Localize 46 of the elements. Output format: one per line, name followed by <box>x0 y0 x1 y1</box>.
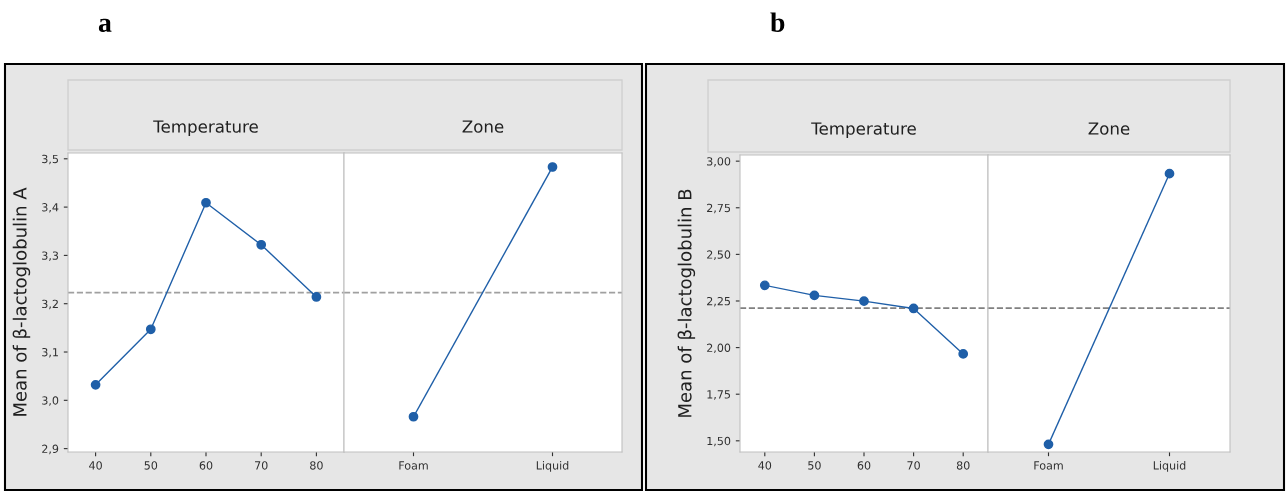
y-tick-label: 3,5 <box>42 154 58 165</box>
x-tick-label: 40 <box>758 461 772 470</box>
y-tick-label: 3,4 <box>42 203 59 213</box>
x-tick-label: 50 <box>144 461 158 470</box>
chart-subtitle: Temperature <box>153 120 258 137</box>
chart-subtitle: Zone <box>1088 122 1130 135</box>
y-tick-label: 2,9 <box>42 444 59 455</box>
x-tick-label: Liquid <box>1153 461 1186 472</box>
y-tick-label: 3,1 <box>42 347 58 358</box>
point <box>759 280 770 291</box>
point <box>809 290 820 301</box>
y-tick-label: 2,25 <box>707 296 730 307</box>
point <box>256 239 267 250</box>
y-axis-title: Mean of β-lactoglobulin A <box>12 187 31 416</box>
point <box>201 197 211 208</box>
x-tick-label: Liquid <box>536 461 569 472</box>
y-axis-title: Mean of β-lactoglobulin B <box>677 189 696 417</box>
x-tick-label: 60 <box>857 461 871 470</box>
point <box>90 379 101 390</box>
y-tick-label: 2,50 <box>707 250 731 260</box>
y-tick-label: 2,75 <box>707 203 730 214</box>
x-tick-label: 70 <box>255 461 268 470</box>
chart-title: a <box>98 18 112 32</box>
point <box>908 303 919 314</box>
point <box>859 296 869 307</box>
y-tick-label: 3,2 <box>42 299 58 310</box>
y-tick-label: 3,3 <box>42 251 59 261</box>
y-tick-label: 3,00 <box>707 157 731 167</box>
x-tick-label: Foam <box>399 461 428 470</box>
chart-subtitle: Temperature <box>811 122 916 139</box>
x-tick-label: 60 <box>199 461 213 470</box>
x-tick-label: 40 <box>89 461 102 470</box>
chart-title: b <box>770 12 785 32</box>
point <box>145 324 156 335</box>
point <box>311 292 322 302</box>
x-tick-label: Foam <box>1034 461 1063 470</box>
y-tick-label: 1,75 <box>707 390 730 400</box>
x-tick-label: 80 <box>956 461 970 470</box>
y-tick-label: 2,00 <box>707 343 731 354</box>
point <box>958 349 969 359</box>
x-tick-label: 80 <box>310 461 323 470</box>
chart-subtitle: Zone <box>462 120 504 133</box>
y-tick-label: 3,0 <box>42 396 59 406</box>
x-tick-label: 70 <box>907 461 920 470</box>
y-tick-label: 1,50 <box>707 436 731 447</box>
x-tick-label: 50 <box>808 461 821 470</box>
